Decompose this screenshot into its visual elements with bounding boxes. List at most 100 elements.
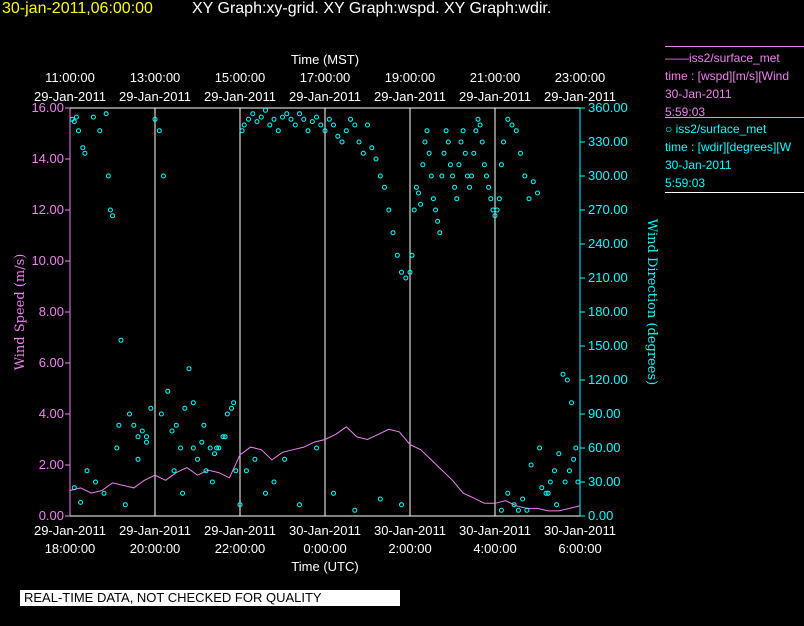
wind-direction-point [84,468,90,474]
wind-direction-point [501,139,506,145]
legend-wdir: ○ iss2/surface_met time : [wdir][degrees… [665,117,804,193]
wind-direction-point [452,184,458,190]
wind-direction-point [252,456,258,462]
wind-direction-point [352,122,358,128]
left-axis-title: Wind Speed (m/s) [13,254,28,371]
wind-direction-point [562,479,568,485]
wind-direction-point [114,445,120,451]
wind-direction-point [528,462,534,468]
right-tick-label: 90.00 [588,406,621,421]
wind-direction-point [101,490,107,496]
wind-direction-point [105,173,111,179]
wind-direction-point [118,337,124,343]
right-axis-title: Wind Direction (degrees) [644,219,659,385]
right-tick-label: 210.00 [588,270,628,285]
wind-direction-point [560,371,566,377]
wind-direction-point [263,490,268,496]
wind-direction-point [526,196,532,202]
wind-direction-point [331,490,336,496]
wind-direction-point [513,128,519,134]
wind-direction-point [426,150,432,156]
wind-direction-point [494,207,500,213]
top-tick-time: 13:00:00 [130,70,181,85]
wind-direction-point [441,150,447,156]
wind-direction-point [71,485,77,491]
wind-direction-point [292,122,298,128]
wind-direction-point [80,145,86,151]
wind-direction-point [237,502,243,508]
top-tick-date: 29-Jan-2011 [289,89,361,104]
left-tick-label: 14.00 [31,151,64,166]
wind-direction-point [413,184,419,190]
wind-direction-point [339,139,345,145]
left-tick-label: 12.00 [31,202,64,217]
wind-direction-point [462,150,468,156]
top-tick-date: 29-Jan-2011 [374,89,446,104]
wind-direction-point [377,173,383,179]
legend-wspd-line2: 30-Jan-2011 [665,87,732,101]
wind-direction-point [135,434,141,440]
wind-direction-point [152,116,158,122]
bottom-tick-date: 30-Jan-2011 [459,523,531,538]
legend-wspd-title: ——iss2/surface_met [665,51,780,65]
top-tick-date: 29-Jan-2011 [34,89,106,104]
top-tick-time: 19:00:00 [385,70,436,85]
wind-direction-point [201,422,207,428]
wind-direction-point [190,445,196,451]
top-tick-date: 29-Jan-2011 [459,89,531,104]
wind-direction-point [239,128,245,134]
wind-direction-series-points [69,107,581,513]
wind-direction-point [430,196,436,202]
wind-direction-point [314,445,319,451]
wind-direction-point [199,439,205,445]
wind-direction-point [377,496,383,502]
left-tick-label: 2.00 [39,457,64,472]
wind-direction-point [271,116,277,122]
wind-direction-point [369,145,375,151]
wind-direction-point [103,111,109,117]
legend-wdir-line3: 5:59:03 [665,176,706,190]
legend-wdir-line1: time : [wdir][degrees][W [665,140,792,154]
wind-direction-point [148,405,154,411]
wind-direction-point [530,179,536,185]
wind-direction-point [543,490,549,496]
wind-direction-point [403,275,409,281]
wind-direction-point [305,128,311,134]
wind-direction-point [301,116,307,122]
wind-direction-point [458,139,464,145]
legend-wspd: ——iss2/surface_met time : [wspd][m/s][Wi… [665,46,804,121]
wind-direction-point [280,114,285,120]
wind-direction-point [241,122,247,128]
wind-direction-point [515,507,521,513]
wind-direction-point [322,128,328,134]
bottom-tick-date: 30-Jan-2011 [374,523,446,538]
wind-direction-point [203,468,209,474]
wind-direction-point [250,111,256,117]
wind-direction-point [454,196,460,202]
wind-direction-point [263,107,268,113]
wind-direction-point [122,502,128,508]
top-tick-date: 29-Jan-2011 [119,89,191,104]
wind-direction-point [552,468,557,474]
wind-direction-point [435,218,441,224]
bottom-tick-time: 6:00:00 [558,541,601,556]
wind-direction-point [231,400,237,406]
wind-direction-point [284,111,290,117]
left-tick-label: 16.00 [31,100,64,115]
wind-direction-point [575,479,581,485]
wind-direction-point [524,507,530,513]
wind-direction-point [139,428,145,434]
wind-direction-point [486,184,492,190]
top-tick-time: 17:00:00 [300,70,351,85]
wind-direction-point [343,128,349,134]
bottom-tick-date: 29-Jan-2011 [204,523,276,538]
wind-direction-point [190,400,196,406]
wind-direction-point [409,252,415,258]
wind-direction-point [365,122,370,128]
legend-wdir-line2: 30-Jan-2011 [665,158,732,172]
wind-direction-point [450,173,455,179]
wind-direction-point [498,162,504,168]
wind-direction-point [222,434,228,440]
wind-direction-point [469,173,475,179]
wind-direction-point [331,122,336,128]
